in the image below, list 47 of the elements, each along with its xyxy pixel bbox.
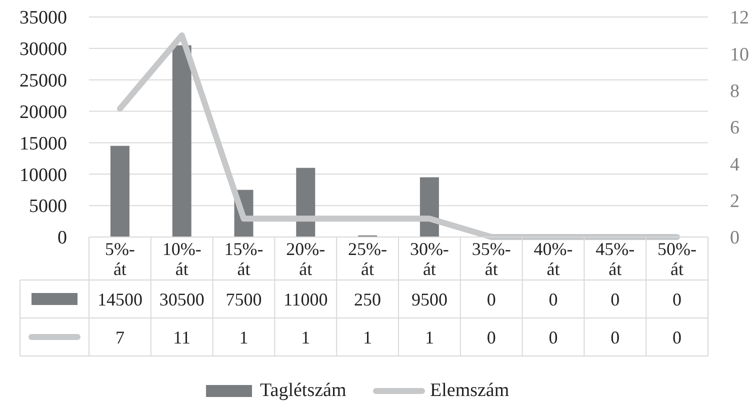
data-label: 30500 [159,289,204,310]
data-label: 0 [610,327,620,348]
data-label: 1 [301,327,310,348]
data-label: 0 [548,327,558,348]
data-label: 0 [548,289,558,310]
data-label: 0 [672,289,682,310]
y2-tick-label: 10 [730,44,749,66]
data-label: 9500 [411,289,448,310]
x-tick-label: 45%-át [596,239,635,279]
data-label: 0 [610,289,620,310]
x-tick-label: 25%-át [348,239,388,279]
x-tick-label: 20%-át [286,239,326,279]
x-tick-label: 50%-át [658,239,697,279]
y2-tick-label: 12 [730,8,749,29]
y-tick-label: 5000 [29,196,67,218]
data-label: 1 [424,327,434,348]
data-label: 14500 [97,289,142,310]
data-label: 0 [486,289,496,310]
y-tick-label: 25000 [20,70,67,92]
y2-tick-label: 0 [730,228,740,249]
x-tick-label: 40%-át [534,239,573,279]
y-tick-label: 20000 [20,102,67,123]
data-label: 1 [363,327,372,348]
y2-tick-label: 2 [730,190,740,212]
legend-label: Taglétszám [260,380,346,401]
y-tick-label: 15000 [20,133,67,154]
x-tick-label: 15%-át [224,239,264,279]
legend-label: Elemszám [430,380,510,401]
y2-tick-label: 6 [730,118,740,139]
y-tick-label: 0 [58,228,67,249]
x-tick-label: 10%-át [162,239,202,279]
data-label: 250 [354,289,382,310]
y-tick-label: 35000 [20,8,67,29]
x-tick-label: 5%-át [104,239,135,279]
y2-tick-label: 4 [730,154,740,176]
x-tick-label: 30%-át [410,239,449,279]
data-label: 7500 [226,289,262,310]
data-label: 11 [173,327,191,348]
y-tick-label: 30000 [20,39,67,60]
data-label: 1 [239,327,248,348]
y2-tick-label: 8 [730,80,740,102]
data-label: 11000 [283,289,328,310]
x-tick-label: 35%-át [472,239,511,279]
data-label: 0 [486,327,496,348]
data-label: 7 [115,327,124,348]
data-label: 0 [672,327,682,348]
y-tick-label: 10000 [20,164,67,186]
